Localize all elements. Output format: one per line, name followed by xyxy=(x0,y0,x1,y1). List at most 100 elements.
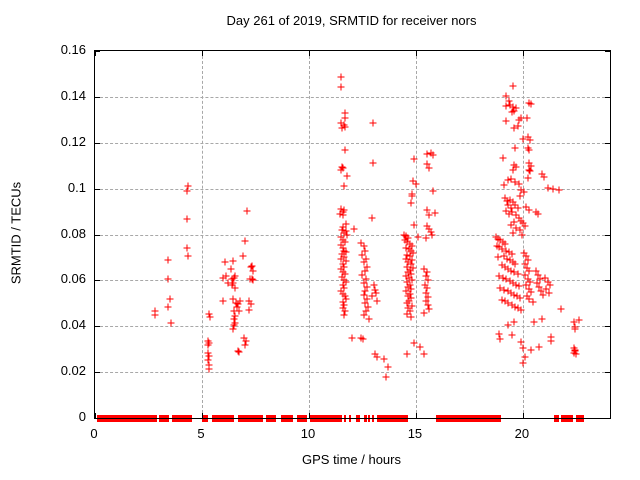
data-point-marker xyxy=(494,253,502,261)
data-point-marker xyxy=(342,278,350,286)
data-point-marker xyxy=(517,217,525,225)
x-gridline xyxy=(308,51,310,418)
data-point-marker xyxy=(534,210,542,218)
data-point-marker xyxy=(512,163,520,171)
data-point-marker xyxy=(511,260,519,268)
data-point-marker xyxy=(219,274,227,282)
data-point-marker xyxy=(404,234,412,242)
data-point-marker xyxy=(416,343,424,351)
data-point-marker xyxy=(401,236,409,244)
data-point-marker xyxy=(506,256,514,264)
data-point-marker xyxy=(424,276,432,284)
data-point-marker xyxy=(538,315,546,323)
data-point-marker xyxy=(502,92,510,100)
y-gridline xyxy=(95,142,610,144)
data-point-marker xyxy=(425,225,433,233)
data-point-marker xyxy=(532,208,540,216)
data-point-marker xyxy=(358,271,366,279)
x-tick-mark xyxy=(415,413,417,418)
data-point-marker xyxy=(521,271,529,279)
data-point-marker xyxy=(422,234,430,242)
data-point-marker xyxy=(342,227,350,235)
data-point-marker xyxy=(512,211,520,219)
data-point-marker xyxy=(247,263,255,271)
data-point-marker xyxy=(348,334,356,342)
data-point-marker xyxy=(248,262,256,270)
data-point-marker xyxy=(403,263,411,271)
data-point-marker xyxy=(429,187,437,195)
data-point-marker xyxy=(339,164,347,172)
data-point-marker xyxy=(536,275,544,283)
data-point-marker xyxy=(402,272,410,280)
data-point-marker xyxy=(510,124,518,132)
data-point-marker xyxy=(509,103,517,111)
data-point-marker xyxy=(502,275,510,283)
y-tick-mark xyxy=(95,234,100,236)
data-point-marker xyxy=(555,186,563,194)
data-point-marker xyxy=(513,292,521,300)
data-point-marker xyxy=(512,281,520,288)
data-point-marker xyxy=(228,281,236,289)
data-point-marker xyxy=(340,253,348,261)
data-point-marker xyxy=(340,229,348,237)
data-point-marker xyxy=(227,265,235,273)
data-point-marker xyxy=(337,287,345,295)
data-point-marker xyxy=(363,295,371,303)
data-point-marker xyxy=(248,275,256,283)
data-point-marker xyxy=(360,279,368,287)
data-point-marker xyxy=(549,185,557,193)
data-point-marker xyxy=(526,278,534,286)
data-point-marker xyxy=(544,278,552,286)
data-point-marker xyxy=(341,238,349,246)
data-point-marker xyxy=(524,275,532,283)
data-point-marker xyxy=(338,124,346,132)
data-point-marker xyxy=(350,225,358,233)
data-point-marker xyxy=(495,272,503,280)
data-point-marker xyxy=(241,341,249,349)
data-point-marker xyxy=(166,295,174,303)
data-point-marker xyxy=(575,316,583,324)
data-point-marker xyxy=(340,121,348,129)
data-point-marker xyxy=(420,350,428,358)
x-tick-label: 15 xyxy=(407,426,423,441)
data-point-marker xyxy=(522,252,530,260)
data-point-marker xyxy=(371,350,379,358)
data-point-marker xyxy=(337,255,345,263)
data-point-marker xyxy=(151,307,159,315)
data-point-marker xyxy=(525,285,533,293)
data-point-marker xyxy=(420,309,428,317)
data-point-marker xyxy=(496,335,504,343)
data-point-marker xyxy=(499,154,507,162)
data-point-marker xyxy=(343,231,351,238)
data-point-marker xyxy=(515,180,523,188)
data-point-marker xyxy=(400,231,408,238)
data-point-marker xyxy=(221,258,229,266)
data-point-marker xyxy=(369,119,377,127)
data-point-marker xyxy=(547,333,555,341)
data-point-marker xyxy=(507,267,515,275)
data-point-marker xyxy=(236,297,244,305)
data-point-marker xyxy=(572,350,580,358)
data-point-marker xyxy=(249,276,257,284)
data-point-marker xyxy=(408,276,416,284)
data-point-marker xyxy=(516,226,524,234)
data-point-marker xyxy=(530,318,538,326)
data-point-marker xyxy=(525,166,533,174)
data-point-marker xyxy=(534,271,542,279)
data-point-marker xyxy=(425,164,433,172)
data-point-marker xyxy=(402,244,410,252)
data-point-marker xyxy=(514,204,522,212)
data-point-marker xyxy=(361,287,369,295)
y-tick-mark xyxy=(95,326,100,328)
data-point-marker xyxy=(404,283,412,291)
data-point-marker xyxy=(337,233,345,241)
data-point-marker xyxy=(340,301,348,309)
data-point-marker xyxy=(512,104,520,112)
data-point-marker xyxy=(204,356,212,364)
x-tick-label: 10 xyxy=(300,426,316,441)
data-point-marker xyxy=(506,196,514,204)
data-point-marker xyxy=(535,343,543,351)
data-point-marker xyxy=(523,264,531,272)
data-point-marker xyxy=(508,108,516,116)
data-point-marker xyxy=(517,114,525,122)
